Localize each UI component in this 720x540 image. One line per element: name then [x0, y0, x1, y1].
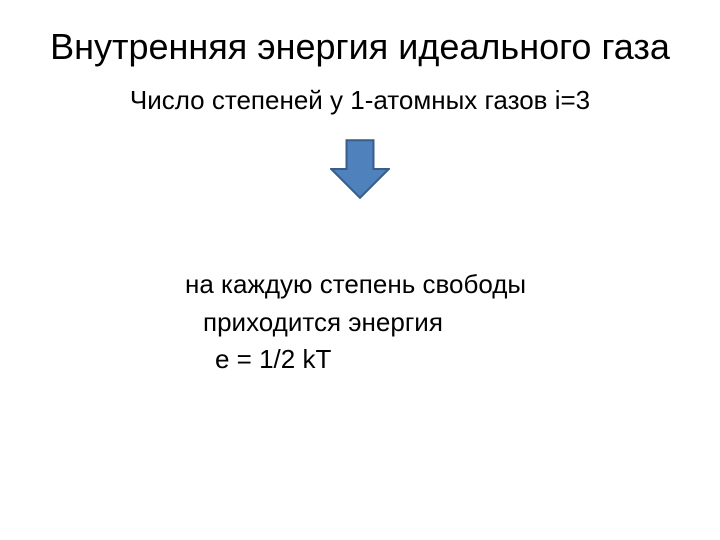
body-text-block: на каждую степень свободы приходится эне…: [0, 214, 720, 379]
down-arrow-path: [331, 140, 389, 198]
body-line-1: на каждую степень свободы: [185, 266, 720, 304]
body-line-2: приходится энергия: [185, 304, 720, 342]
subtitle-text: Число степеней у 1-атомных газов i=3: [0, 77, 720, 116]
arrow-container: [0, 116, 720, 214]
down-arrow-icon: [330, 138, 390, 200]
slide-title: Внутренняя энергия идеального газа: [0, 0, 720, 77]
body-line-3: е = 1/2 kT: [185, 341, 720, 379]
